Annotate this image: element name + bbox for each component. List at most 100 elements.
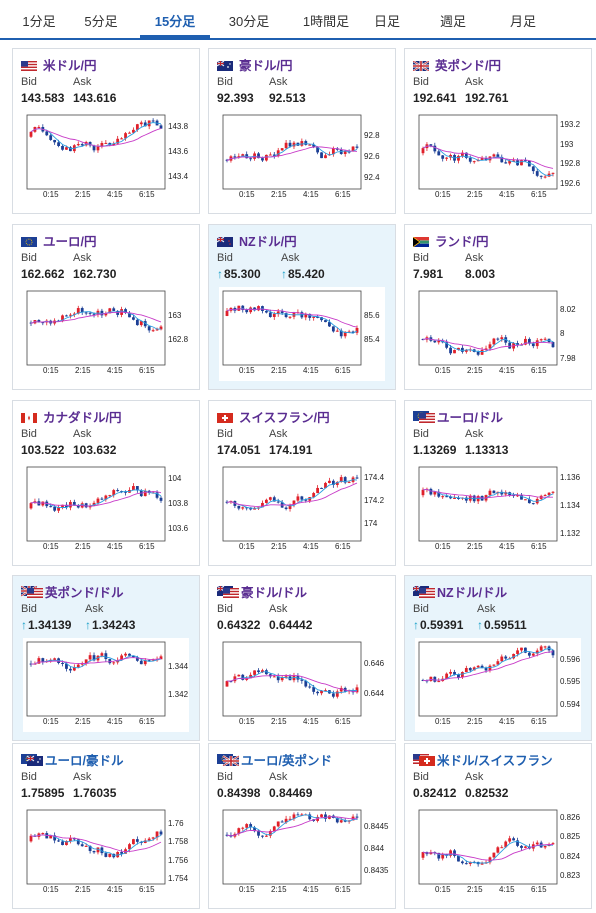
- pair-title[interactable]: NZドル/ドル: [437, 586, 508, 600]
- rate-card[interactable]: ユーロ/円 Bid Ask 162.662 162.730 163 162.8 0:15 2:1…: [12, 224, 200, 390]
- candle-body: [264, 499, 268, 503]
- mini-candlestick-chart[interactable]: 1.136 1.134 1.132 0:15 2:15 4:15 6:15: [415, 463, 581, 557]
- pair-title[interactable]: 米ドル/円: [43, 59, 97, 73]
- rate-card[interactable]: 英ポンド/円 Bid Ask 192.641 192.761 193.2 193 192.8 1…: [404, 48, 592, 214]
- rate-card[interactable]: 豪ドル/ドル Bid Ask 0.64322 0.64442 0.646 0.644 0:15…: [208, 575, 396, 741]
- pair-title[interactable]: ユーロ/英ポンド: [241, 754, 332, 768]
- tab-6[interactable]: 日足: [373, 14, 400, 29]
- mini-candlestick-chart[interactable]: 85.6 85.4 0:15 2:15 4:15 6:15: [219, 287, 385, 381]
- candle-body: [147, 660, 151, 662]
- candle-body: [453, 671, 456, 675]
- candle-body: [29, 835, 33, 842]
- tab-3[interactable]: 15分足: [140, 0, 210, 38]
- mini-candlestick-chart[interactable]: 104 103.8 103.6 0:15 2:15 4:15 6:15: [23, 463, 189, 557]
- ask-label: Ask: [477, 603, 496, 615]
- rate-card[interactable]: NZドル/円 Bid Ask ↑85.300 ↑85.420 85.6 85.4 0:15 2:…: [208, 224, 396, 390]
- candle-body: [335, 481, 339, 485]
- pair-title[interactable]: NZドル/円: [239, 235, 297, 249]
- candle-body: [527, 652, 531, 656]
- bid-value: 162.662: [21, 267, 64, 281]
- pair-title[interactable]: ランド/円: [435, 235, 489, 249]
- rate-card[interactable]: スイスフラン/円 Bid Ask 174.051 174.191 174.4 174.2 17…: [208, 400, 396, 566]
- rate-card[interactable]: 豪ドル/円 Bid Ask 92.393 92.513 92.8 92.6 92.4 0:15 2…: [208, 48, 396, 214]
- candle-body: [261, 670, 264, 673]
- ask-label: Ask: [269, 76, 288, 88]
- x-tick-label: 4:15: [107, 885, 123, 894]
- short-moving-average-line: [226, 479, 358, 509]
- pair-title[interactable]: 英ポンド/ドル: [45, 586, 124, 600]
- candle-body: [520, 495, 523, 500]
- tab-4[interactable]: 30分足: [228, 14, 270, 29]
- tab-5[interactable]: 1時間足: [302, 14, 350, 29]
- candle-body: [80, 144, 84, 146]
- candle-body: [433, 340, 437, 343]
- mini-candlestick-chart[interactable]: 174.4 174.2 174 0:15 2:15 4:15 6:15: [219, 463, 385, 557]
- candle-body: [272, 826, 276, 831]
- ask-value: 1.13313: [465, 443, 508, 457]
- rate-card[interactable]: ユーロ/英ポンド Bid Ask 0.84398 0.84469 0.8445 0.844 0…: [208, 743, 396, 909]
- candle-body: [328, 480, 331, 483]
- rate-card[interactable]: ユーロ/ドル Bid Ask 1.13269 1.13313 1.136 1.134 1.13…: [404, 400, 592, 566]
- mini-candlestick-chart[interactable]: 193.2 193 192.8 192.6 0:15 2:15 4:15 6:15: [415, 111, 581, 205]
- candle-body: [457, 155, 460, 161]
- chart-frame: [418, 809, 558, 885]
- candle-body: [237, 305, 241, 311]
- candle-body: [132, 129, 135, 133]
- bid-value: 143.583: [21, 91, 64, 105]
- rate-card[interactable]: NZドル/ドル Bid Ask ↑0.59391 ↑0.59511 0.596 0.595 0…: [404, 575, 592, 741]
- candle-body: [49, 135, 53, 140]
- candle-body: [524, 846, 527, 848]
- candle-body: [335, 817, 339, 823]
- pair-title[interactable]: ユーロ/円: [43, 235, 97, 249]
- candle-body: [421, 852, 425, 858]
- mini-candlestick-chart[interactable]: 0.8445 0.844 0.8435 0:15 2:15 4:15 6:15: [219, 806, 388, 900]
- rate-card[interactable]: ユーロ/豪ドル Bid Ask 1.75895 1.76035 1.76 1.758 1.75…: [12, 743, 200, 909]
- mini-candlestick-chart[interactable]: 1.76 1.758 1.756 1.754 0:15 2:15 4:15 6:15: [23, 806, 189, 900]
- tab-1[interactable]: 1分足: [22, 14, 56, 29]
- mini-candlestick-chart[interactable]: 0.646 0.644 0:15 2:15 4:15 6:15: [219, 638, 385, 732]
- mini-candlestick-chart[interactable]: 0.826 0.825 0.824 0.823 0:15 2:15 4:15 6:15: [415, 806, 581, 900]
- ask-label: Ask: [73, 771, 92, 783]
- candle-body: [292, 814, 296, 819]
- pair-title[interactable]: ユーロ/ドル: [437, 411, 503, 425]
- candle-body: [151, 120, 155, 122]
- bid-label: Bid: [413, 603, 429, 615]
- x-tick-label: 0:15: [435, 542, 451, 551]
- bid-label: Bid: [217, 252, 233, 264]
- chart-frame: [26, 641, 166, 717]
- mini-candlestick-chart[interactable]: 1.344 1.342 0:15 2:15 4:15 6:15: [23, 638, 189, 732]
- candle-body: [320, 487, 323, 489]
- mini-candlestick-chart[interactable]: 92.8 92.6 92.4 0:15 2:15 4:15 6:15: [219, 111, 385, 205]
- mini-candlestick-chart[interactable]: 8.02 8 7.98 0:15 2:15 4:15 6:15: [415, 287, 581, 381]
- rate-card[interactable]: カナダドル/円 Bid Ask 103.522 103.632 104 103.8 103.6…: [12, 400, 200, 566]
- tab-2[interactable]: 5分足: [84, 14, 118, 29]
- tab-7[interactable]: 週足: [439, 14, 466, 29]
- pair-title[interactable]: カナダドル/円: [43, 411, 122, 425]
- bid-value: 7.981: [413, 267, 443, 281]
- tab-8[interactable]: 月足: [509, 14, 536, 29]
- candle-body: [261, 158, 264, 161]
- rate-card[interactable]: 米ドル/スイスフラン Bid Ask 0.82412 0.82532 0.826 0.825…: [404, 743, 592, 909]
- rate-card[interactable]: ランド/円 Bid Ask 7.981 8.003 8.02 8 7.98 0:15 2:15 4:…: [404, 224, 592, 390]
- pair-title[interactable]: 英ポンド/円: [435, 59, 501, 73]
- mini-candlestick-chart[interactable]: 143.8 143.6 143.4 0:15 2:15 4:15 6:15: [23, 111, 189, 205]
- short-moving-average-line: [226, 814, 358, 837]
- pair-title[interactable]: 豪ドル/ドル: [241, 586, 307, 600]
- candle-body: [147, 838, 151, 841]
- pair-title[interactable]: ユーロ/豪ドル: [45, 754, 124, 768]
- y-tick-label: 1.754: [168, 874, 189, 884]
- x-tick-label: 2:15: [467, 885, 483, 894]
- candle-body: [496, 847, 500, 853]
- short-moving-average-line: [226, 143, 358, 162]
- rate-card[interactable]: 米ドル/円 Bid Ask 143.583 143.616 143.8 143.6 143.4…: [12, 48, 200, 214]
- candle-body: [547, 173, 551, 177]
- y-tick-label: 0.826: [560, 812, 581, 822]
- pair-title[interactable]: 米ドル/スイスフラン: [437, 754, 553, 768]
- y-tick-label: 85.4: [364, 335, 380, 345]
- rate-card[interactable]: 英ポンド/ドル Bid Ask ↑1.34139 ↑1.34243 1.344 1.342 0…: [12, 575, 200, 741]
- mini-candlestick-chart[interactable]: 163 162.8 0:15 2:15 4:15 6:15: [23, 287, 189, 381]
- pair-title[interactable]: スイスフラン/円: [239, 411, 330, 425]
- pair-title[interactable]: 豪ドル/円: [239, 59, 293, 73]
- mini-candlestick-chart[interactable]: 0.596 0.595 0.594 0:15 2:15 4:15 6:15: [415, 638, 581, 732]
- candle-body: [445, 157, 449, 159]
